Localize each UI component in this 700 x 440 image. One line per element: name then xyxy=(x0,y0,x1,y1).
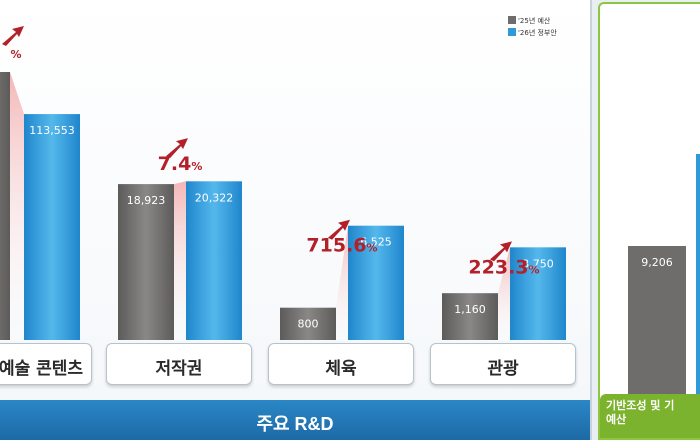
legend-swatch-next xyxy=(508,28,516,36)
footer-title: 주요 R&D xyxy=(256,414,334,434)
growth-label: 223.3% xyxy=(468,256,539,278)
value-label-prev: 800 xyxy=(298,318,319,331)
increase-wedge xyxy=(174,181,186,340)
value-label-next: 6,525 xyxy=(360,236,392,249)
legend-label-next: '26년 정부안 xyxy=(518,29,557,37)
bar-prev xyxy=(118,184,174,340)
rd-budget-chart: 5113,553%18,92320,3227.4%8006,525715.6%1… xyxy=(0,26,566,340)
legend-item-prev: '25년 예산 xyxy=(508,16,557,28)
bar-prev xyxy=(442,293,498,340)
category-box-copyright: 저작권 xyxy=(106,343,252,385)
value-label-prev: 18,923 xyxy=(127,194,166,207)
increase-wedge xyxy=(336,225,348,340)
category-label-arts-content: 예술 콘텐츠 xyxy=(0,359,84,379)
value-label-next: 3,750 xyxy=(522,257,554,270)
growth-arrow-icon xyxy=(490,241,512,262)
legend-swatch-prev xyxy=(508,16,516,24)
category-box-tourism: 관광 xyxy=(430,343,576,385)
footer-banner: 주요 R&D xyxy=(0,400,590,440)
bar-next xyxy=(24,114,80,340)
legend-label-prev: '25년 예산 xyxy=(518,17,551,25)
bar-next xyxy=(186,181,242,340)
bar-prev xyxy=(280,307,336,340)
right-bar-prev xyxy=(628,246,686,394)
category-label-tourism: 관광 xyxy=(487,359,519,379)
right-chart: 9,206 xyxy=(628,154,700,394)
growth-label: % xyxy=(10,48,21,61)
growth-label: 715.6% xyxy=(306,235,377,257)
growth-arrow-icon xyxy=(166,138,188,159)
bar-prev xyxy=(0,72,10,340)
right-value-prev: 9,206 xyxy=(641,256,673,269)
category-label-copyright: 저작권 xyxy=(155,359,203,379)
right-chart-panel: 9,206 기반조성 및 기 예산 xyxy=(598,2,700,440)
legend-item-next: '26년 정부안 xyxy=(508,28,557,40)
category-box-sports: 체육 xyxy=(268,343,414,385)
bar-next xyxy=(510,247,566,340)
value-label-next: 113,553 xyxy=(29,124,75,137)
right-footer-banner: 기반조성 및 기 예산 xyxy=(600,394,700,438)
right-bar-next xyxy=(696,154,700,394)
category-label-sports: 체육 xyxy=(325,359,357,379)
category-box-arts-content: 예술 콘텐츠 xyxy=(0,343,92,385)
increase-wedge xyxy=(498,247,510,340)
right-footer-text: 기반조성 및 기 예산 xyxy=(606,399,675,426)
value-label-next: 20,322 xyxy=(195,191,234,204)
main-chart-panel: 5113,553%18,92320,3227.4%8006,525715.6%1… xyxy=(0,0,592,440)
growth-arrow-icon xyxy=(328,219,350,240)
growth-arrow-icon xyxy=(2,26,24,46)
increase-wedge xyxy=(10,72,24,340)
growth-label: 7.4% xyxy=(158,153,203,175)
legend: '25년 예산 '26년 정부안 xyxy=(508,16,557,40)
value-label-prev: 1,160 xyxy=(454,303,486,316)
bar-next xyxy=(348,225,404,340)
